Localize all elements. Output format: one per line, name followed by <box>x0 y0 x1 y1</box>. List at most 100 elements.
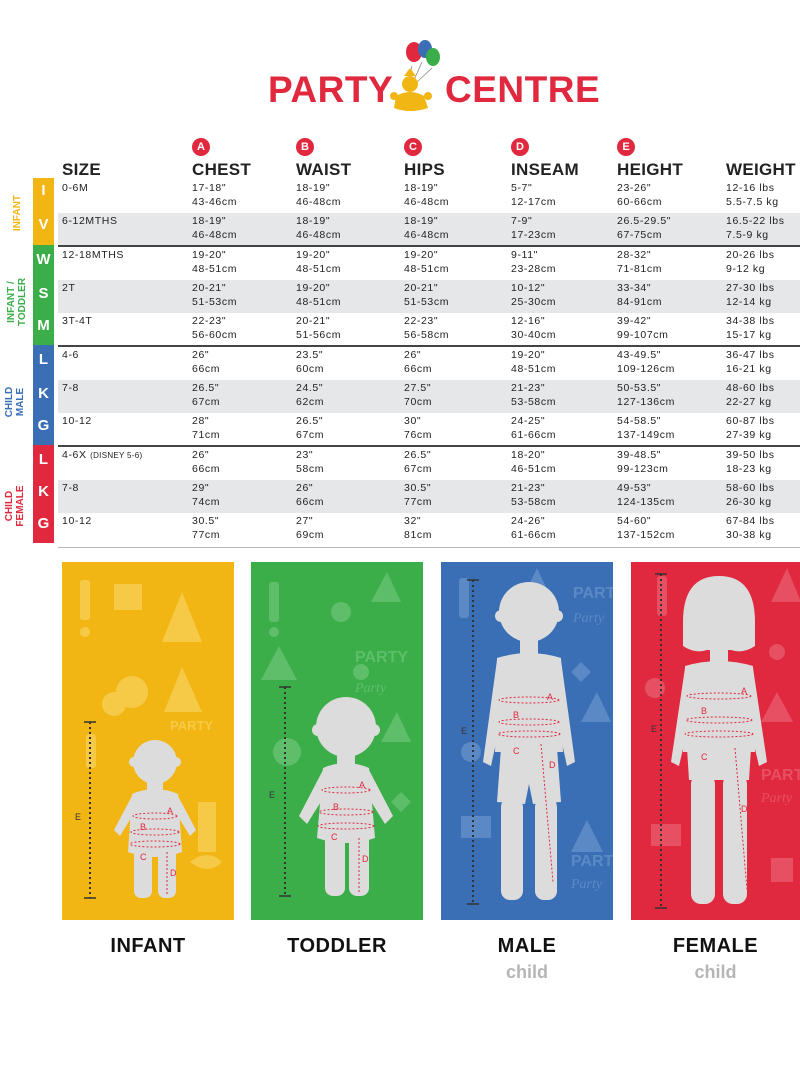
cell-height: 33-34" 84-91cm <box>617 282 662 309</box>
cell-value: 29" 74cm <box>192 482 221 508</box>
table-row: 2T 20-21" 51-53cm 19-20" 48-51cm 20-21" 51-… <box>58 280 800 313</box>
cell-weight: 67-84 lbs 30-38 kg <box>726 515 775 542</box>
cell-value: 12-16" 30-40cm <box>511 315 557 341</box>
measure-c-badge: C <box>404 138 422 156</box>
cell-weight: 27-30 lbs 12-14 kg <box>726 282 775 309</box>
male-child-figure-illustration: PARTY Party PARTY Party E <box>441 562 613 920</box>
label-e: E <box>461 726 467 736</box>
cell-value: 9-11" 23-28cm <box>511 249 557 275</box>
cell-value: 24-25" 61-66cm <box>511 415 557 441</box>
panel-sub-male: child <box>505 962 548 982</box>
cell-value: 21-23" 53-58cm <box>511 382 557 408</box>
cell-value: 10-12 <box>62 415 92 427</box>
header-size: SIZE <box>62 160 101 179</box>
label-a: A <box>547 692 553 702</box>
cell-value: 19-20" 48-51cm <box>296 249 342 275</box>
label-e: E <box>269 790 275 800</box>
cell-value: 30.5" 77cm <box>404 482 433 508</box>
cell-hips: 27.5" 70cm <box>404 382 432 409</box>
label-d: D <box>741 804 748 814</box>
cell-value: 28-32" 71-81cm <box>617 249 663 275</box>
cell-value: 39-42" 99-107cm <box>617 315 669 341</box>
label-d: D <box>362 854 369 864</box>
label-c: C <box>140 852 147 862</box>
cell-size: 10-12 <box>62 515 92 529</box>
logo-word-centre: CENTRE <box>445 69 601 110</box>
header-hips: HIPS <box>404 160 445 179</box>
cell-value: 6-12MTHS <box>62 215 118 227</box>
cell-value: 54-58.5" 137-149cm <box>617 415 675 441</box>
cell-waist: 23.5" 60cm <box>296 349 324 376</box>
side-letter: W <box>36 251 51 268</box>
table-row: 4-6 26" 66cm 23.5" 60cm 26" 66cm 19-20" 48-5… <box>58 347 800 380</box>
table-row: 12-18MTHS 19-20" 48-51cm 19-20" 48-51cm 19-… <box>58 247 800 280</box>
cell-inseam: 7-9" 17-23cm <box>511 215 556 242</box>
cell-height: 28-32" 71-81cm <box>617 249 662 276</box>
cell-hips: 30.5" 77cm <box>404 482 432 509</box>
panel-toddler: PARTY Party E A B C D <box>251 562 423 920</box>
label-a: A <box>359 780 365 790</box>
bg-party-script: Party <box>572 611 605 626</box>
cell-value: 24.5" 62cm <box>296 382 325 408</box>
cell-value: 17-18" 43-46cm <box>192 182 238 208</box>
side-bar-female: L K G <box>33 445 54 543</box>
cell-value: 58-60 lbs 26-30 kg <box>726 482 775 508</box>
cell-weight: 12-16 lbs 5.5-7.5 kg <box>726 182 779 209</box>
cell-value: 12-18MTHS <box>62 249 125 261</box>
cell-value: 12-16 lbs 5.5-7.5 kg <box>726 182 779 208</box>
cell-value: 28" 71cm <box>192 415 221 441</box>
cell-weight: 48-60 lbs 22-27 kg <box>726 382 775 409</box>
party-centre-logo: PARTY CENTRE <box>0 36 800 116</box>
header-height: HEIGHT <box>617 160 684 179</box>
cell-waist: 26" 66cm <box>296 482 324 509</box>
cell-height: 26.5-29.5" 67-75cm <box>617 215 671 242</box>
cell-chest: 28" 71cm <box>192 415 220 442</box>
label-b: B <box>513 710 519 720</box>
cell-waist: 18-19" 46-48cm <box>296 182 341 209</box>
table-bottom-rule <box>58 547 800 548</box>
cell-hips: 18-19" 46-48cm <box>404 182 449 209</box>
cell-height: 50-53.5" 127-136cm <box>617 382 675 409</box>
cell-waist: 27" 69cm <box>296 515 324 542</box>
cell-hips: 19-20" 48-51cm <box>404 249 449 276</box>
table-row: 7-8 29" 74cm 26" 66cm 30.5" 77cm 21-23" 53-5… <box>58 480 800 513</box>
measure-a-badge: A <box>192 138 210 156</box>
cell-height: 39-42" 99-107cm <box>617 315 669 342</box>
cell-value: 21-23" 53-58cm <box>511 482 557 508</box>
cell-inseam: 19-20" 48-51cm <box>511 349 556 376</box>
side-letter: G <box>37 515 50 532</box>
cell-inseam: 24-25" 61-66cm <box>511 415 556 442</box>
cell-value: 20-21" 51-53cm <box>192 282 238 308</box>
cell-chest: 22-23" 56-60cm <box>192 315 237 342</box>
cell-inseam: 5-7" 12-17cm <box>511 182 556 209</box>
cell-value: 30" 76cm <box>404 415 433 441</box>
label-e: E <box>75 812 81 822</box>
measure-d-badge: D <box>511 138 529 156</box>
cell-value: 26" 66cm <box>296 482 325 508</box>
cell-inseam: 24-26" 61-66cm <box>511 515 556 542</box>
cell-value: 16.5-22 lbs 7.5-9 kg <box>726 215 785 241</box>
table-row: 4-6X (DISNEY 5-6) 26" 66cm 23" 58cm 26.5" 6… <box>58 447 800 480</box>
label-e: E <box>651 724 657 734</box>
cell-chest: 26.5" 67cm <box>192 382 220 409</box>
cell-chest: 26" 66cm <box>192 449 220 476</box>
cell-value: 24-26" 61-66cm <box>511 515 557 541</box>
measure-b-badge: B <box>296 138 314 156</box>
cell-hips: 18-19" 46-48cm <box>404 215 449 242</box>
label-c: C <box>701 752 708 762</box>
cell-height: 39-48.5" 99-123cm <box>617 449 669 476</box>
cell-value: 27.5" 70cm <box>404 382 433 408</box>
cell-size: 6-12MTHS <box>62 215 118 229</box>
side-letter: S <box>38 285 49 302</box>
cell-weight: 36-47 lbs 16-21 kg <box>726 349 775 376</box>
cell-inseam: 12-16" 30-40cm <box>511 315 556 342</box>
cell-height: 23-26" 60-66cm <box>617 182 662 209</box>
size-chart-table: 0-6M 17-18" 43-46cm 18-19" 46-48cm 18-19" 4… <box>58 180 800 548</box>
table-row: 6-12MTHS 18-19" 46-48cm 18-19" 46-48cm 18-1… <box>58 213 800 246</box>
cell-value: 50-53.5" 127-136cm <box>617 382 675 408</box>
header-weight: WEIGHT <box>726 160 796 179</box>
cell-waist: 26.5" 67cm <box>296 415 324 442</box>
cell-hips: 26" 66cm <box>404 349 432 376</box>
table-row: 3T-4T 22-23" 56-60cm 20-21" 51-56cm 22-23" … <box>58 313 800 346</box>
group-label-child-female: CHILD FEMALE <box>4 485 26 527</box>
